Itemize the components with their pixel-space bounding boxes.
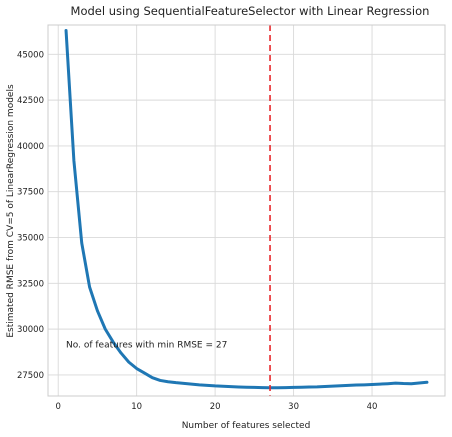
- x-axis-label: Number of features selected: [182, 421, 311, 431]
- plot-frame: [47, 24, 446, 397]
- x-tick-label: 10: [131, 402, 142, 412]
- data-layer: [64, 25, 429, 396]
- y-tick-label: 37500: [17, 188, 44, 198]
- x-tick-label: 20: [210, 402, 221, 412]
- y-tick-label: 32500: [17, 279, 44, 289]
- tick-labels: 0 10 20 30 40 27500 30000 32500 35000 37500 40000 4…: [17, 50, 377, 412]
- y-tick-label: 45000: [17, 50, 44, 60]
- y-axis-label: Estimated RMSE from CV=5 of LinearRegres…: [6, 84, 16, 338]
- y-tick-label: 30000: [17, 325, 44, 335]
- rmse-line: [64, 29, 429, 390]
- y-tick-label: 42500: [17, 96, 44, 106]
- grid: [48, 25, 445, 396]
- y-tick-label: 27500: [17, 371, 44, 381]
- annotation-text: No. of features with min RMSE = 27: [66, 340, 227, 350]
- x-tick-label: 0: [55, 402, 60, 412]
- y-tick-label: 40000: [17, 142, 44, 152]
- x-tick-label: 30: [288, 402, 299, 412]
- x-tick-label: 40: [367, 402, 378, 412]
- y-tick-label: 35000: [17, 234, 44, 244]
- chart-title: Model using SequentialFeatureSelector wi…: [71, 4, 430, 18]
